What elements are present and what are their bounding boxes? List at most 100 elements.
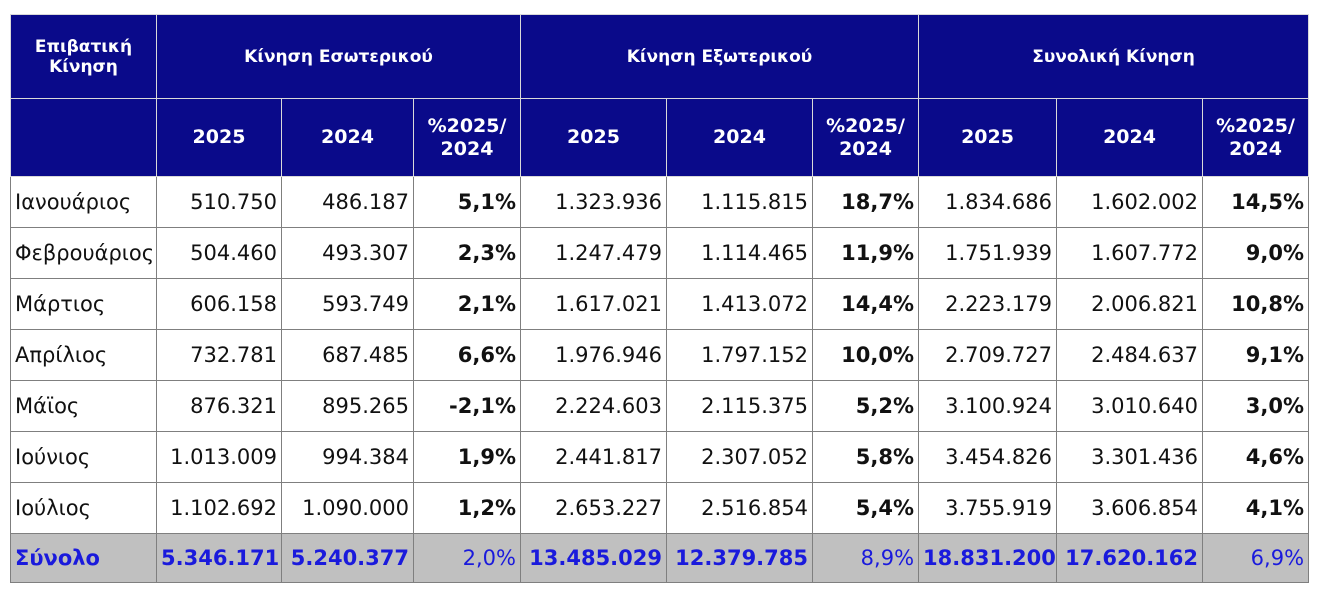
month-cell: Φεβρουάριος xyxy=(10,227,157,279)
dom-2025-cell: 510.750 xyxy=(156,176,282,228)
int-2024-cell: 2.115.375 xyxy=(666,380,813,432)
empty-header-cell xyxy=(10,98,157,177)
dom-pct-cell: 2,3% xyxy=(413,227,521,279)
dom-pct-cell: 2,1% xyxy=(413,278,521,330)
dom-pct-cell: 5,1% xyxy=(413,176,521,228)
tot-2025-cell: 1.751.939 xyxy=(918,227,1058,279)
int-2024-cell: 1.797.152 xyxy=(666,329,813,381)
group-header-total: Συνολική Κίνηση xyxy=(918,14,1310,99)
dom-2024-cell: 486.187 xyxy=(281,176,414,228)
tot-pct-cell: 14,5% xyxy=(1202,176,1310,228)
total-tot-2024-cell: 17.620.162 xyxy=(1056,533,1204,583)
total-dom-pct-cell: 2,0% xyxy=(413,533,521,583)
month-cell: Μάρτιος xyxy=(10,278,157,330)
total-row: Σύνολο 5.346.171 5.240.377 2,0% 13.485.0… xyxy=(10,533,1310,583)
header-row-years: 2025 2024 %2025/2024 2025 2024 %2025/202… xyxy=(10,98,1310,177)
dom-pct-cell: 6,6% xyxy=(413,329,521,381)
dom-pct-cell: 1,9% xyxy=(413,431,521,483)
int-2025-cell: 1.247.479 xyxy=(520,227,667,279)
col-header-tot-pct: %2025/2024 xyxy=(1202,98,1310,177)
tot-2024-cell: 3.606.854 xyxy=(1056,482,1204,534)
month-cell: Μάϊος xyxy=(10,380,157,432)
tot-2025-cell: 3.100.924 xyxy=(918,380,1058,432)
int-2025-cell: 1.976.946 xyxy=(520,329,667,381)
dom-pct-cell: -2,1% xyxy=(413,380,521,432)
col-header-int-2024: 2024 xyxy=(666,98,813,177)
month-cell: Ιούλιος xyxy=(10,482,157,534)
total-dom-2025-cell: 5.346.171 xyxy=(156,533,282,583)
tot-pct-cell: 4,6% xyxy=(1202,431,1310,483)
table-header: Επιβατική Κίνηση Κίνηση Εσωτερικού Κίνησ… xyxy=(10,14,1310,177)
pct-label-line1: %2025/ xyxy=(1216,114,1295,137)
total-int-pct-cell: 8,9% xyxy=(811,533,920,583)
passenger-traffic-table: Επιβατική Κίνηση Κίνηση Εσωτερικού Κίνησ… xyxy=(10,14,1310,583)
dom-pct-cell: 1,2% xyxy=(413,482,521,534)
int-2024-cell: 2.307.052 xyxy=(666,431,813,483)
int-pct-cell: 5,2% xyxy=(811,380,920,432)
month-cell: Ιανουάριος xyxy=(10,176,157,228)
int-2024-cell: 1.413.072 xyxy=(666,278,813,330)
tot-2024-cell: 2.006.821 xyxy=(1056,278,1204,330)
int-pct-cell: 18,7% xyxy=(811,176,920,228)
group-header-domestic: Κίνηση Εσωτερικού xyxy=(156,14,521,99)
tot-2024-cell: 2.484.637 xyxy=(1056,329,1204,381)
int-2025-cell: 2.224.603 xyxy=(520,380,667,432)
dom-2024-cell: 994.384 xyxy=(281,431,414,483)
total-dom-2024-cell: 5.240.377 xyxy=(281,533,414,583)
col-header-int-2025: 2025 xyxy=(520,98,667,177)
tot-2025-cell: 3.755.919 xyxy=(918,482,1058,534)
tot-pct-cell: 9,1% xyxy=(1202,329,1310,381)
dom-2024-cell: 593.749 xyxy=(281,278,414,330)
dom-2024-cell: 1.090.000 xyxy=(281,482,414,534)
int-2025-cell: 1.617.021 xyxy=(520,278,667,330)
col-header-dom-pct: %2025/2024 xyxy=(413,98,521,177)
dom-2024-cell: 687.485 xyxy=(281,329,414,381)
col-header-int-pct: %2025/2024 xyxy=(811,98,920,177)
table-row: Μάρτιος 606.158 593.749 2,1% 1.617.021 1… xyxy=(10,278,1310,330)
pct-label-line2: 2024 xyxy=(839,137,892,160)
int-pct-cell: 5,4% xyxy=(811,482,920,534)
table-row: Ιανουάριος 510.750 486.187 5,1% 1.323.93… xyxy=(10,176,1310,228)
passenger-traffic-table-container: Επιβατική Κίνηση Κίνηση Εσωτερικού Κίνησ… xyxy=(10,14,1310,583)
total-int-2024-cell: 12.379.785 xyxy=(666,533,813,583)
tot-2025-cell: 2.223.179 xyxy=(918,278,1058,330)
int-pct-cell: 11,9% xyxy=(811,227,920,279)
corner-header: Επιβατική Κίνηση xyxy=(10,14,157,99)
col-header-dom-2025: 2025 xyxy=(156,98,282,177)
dom-2024-cell: 895.265 xyxy=(281,380,414,432)
table-row: Μάϊος 876.321 895.265 -2,1% 2.224.603 2.… xyxy=(10,380,1310,432)
table-row: Ιούνιος 1.013.009 994.384 1,9% 2.441.817… xyxy=(10,431,1310,483)
int-2024-cell: 1.115.815 xyxy=(666,176,813,228)
table-row: Φεβρουάριος 504.460 493.307 2,3% 1.247.4… xyxy=(10,227,1310,279)
int-2025-cell: 2.653.227 xyxy=(520,482,667,534)
int-pct-cell: 14,4% xyxy=(811,278,920,330)
dom-2025-cell: 504.460 xyxy=(156,227,282,279)
dom-2025-cell: 606.158 xyxy=(156,278,282,330)
tot-pct-cell: 4,1% xyxy=(1202,482,1310,534)
tot-2024-cell: 3.301.436 xyxy=(1056,431,1204,483)
pct-label-line2: 2024 xyxy=(1229,137,1282,160)
int-2024-cell: 2.516.854 xyxy=(666,482,813,534)
table-body: Ιανουάριος 510.750 486.187 5,1% 1.323.93… xyxy=(10,176,1310,583)
month-cell: Απρίλιος xyxy=(10,329,157,381)
total-label-cell: Σύνολο xyxy=(10,533,157,583)
tot-2024-cell: 1.602.002 xyxy=(1056,176,1204,228)
month-cell: Ιούνιος xyxy=(10,431,157,483)
tot-2024-cell: 3.010.640 xyxy=(1056,380,1204,432)
tot-pct-cell: 3,0% xyxy=(1202,380,1310,432)
tot-pct-cell: 10,8% xyxy=(1202,278,1310,330)
tot-2025-cell: 3.454.826 xyxy=(918,431,1058,483)
table-row: Απρίλιος 732.781 687.485 6,6% 1.976.946 … xyxy=(10,329,1310,381)
col-header-tot-2024: 2024 xyxy=(1056,98,1204,177)
int-pct-cell: 10,0% xyxy=(811,329,920,381)
int-2025-cell: 2.441.817 xyxy=(520,431,667,483)
tot-2025-cell: 1.834.686 xyxy=(918,176,1058,228)
total-tot-pct-cell: 6,9% xyxy=(1202,533,1310,583)
int-2025-cell: 1.323.936 xyxy=(520,176,667,228)
pct-label-line1: %2025/ xyxy=(826,114,905,137)
header-row-groups: Επιβατική Κίνηση Κίνηση Εσωτερικού Κίνησ… xyxy=(10,14,1310,99)
col-header-tot-2025: 2025 xyxy=(918,98,1058,177)
tot-pct-cell: 9,0% xyxy=(1202,227,1310,279)
col-header-dom-2024: 2024 xyxy=(281,98,414,177)
group-header-international: Κίνηση Εξωτερικού xyxy=(519,14,920,99)
